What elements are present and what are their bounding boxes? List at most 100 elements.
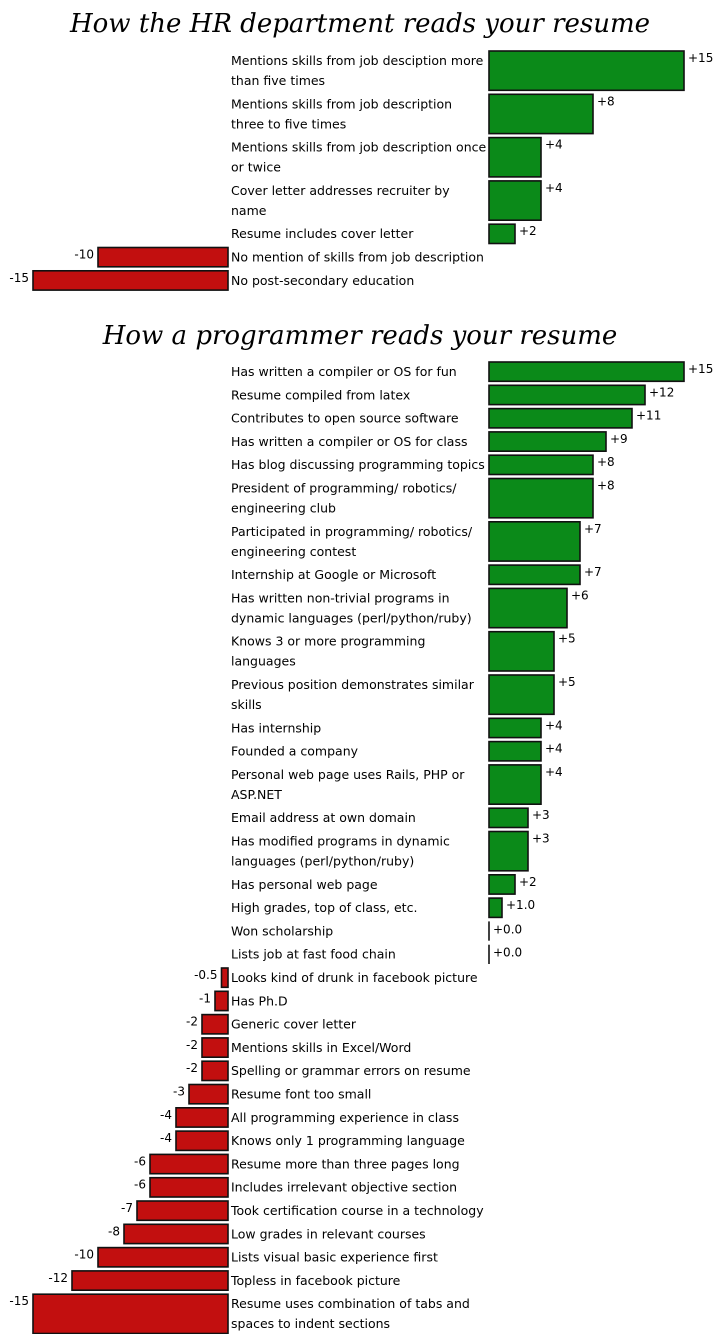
bar-negative bbox=[175, 1130, 229, 1152]
bar-positive bbox=[488, 454, 594, 476]
bar-positive bbox=[488, 50, 685, 92]
bar-positive bbox=[488, 223, 516, 245]
category-label: Resume compiled from latex bbox=[231, 387, 410, 402]
value-label: -4 bbox=[160, 1131, 172, 1145]
hr-chart-title: How the HR department reads your resume bbox=[69, 9, 650, 39]
value-label: -15 bbox=[9, 1294, 29, 1308]
category-label: Resume includes cover letter bbox=[231, 226, 414, 241]
category-label: Participated in programming/ robotics/en… bbox=[231, 524, 473, 559]
programmer-chart: Has written a compiler or OS for fun +15 R… bbox=[9, 361, 713, 1334]
value-label: +4 bbox=[545, 138, 563, 152]
category-label: Took certification course in a technolog… bbox=[230, 1203, 484, 1218]
bar-positive bbox=[488, 564, 581, 586]
bar-positive bbox=[488, 717, 542, 739]
value-label: +2 bbox=[519, 875, 537, 889]
value-label: +5 bbox=[558, 632, 576, 646]
category-label: Cover letter addresses recruiter by name bbox=[231, 183, 450, 218]
value-label: +3 bbox=[532, 808, 550, 822]
category-label: Lists job at fast food chain bbox=[231, 947, 396, 962]
category-label: Has modified programs in dynamic language… bbox=[231, 834, 450, 869]
category-label: Contributes to open source software bbox=[231, 411, 459, 426]
bar-negative bbox=[123, 1223, 229, 1245]
value-label: +11 bbox=[636, 409, 661, 423]
bar-positive bbox=[488, 740, 542, 762]
value-label: -2 bbox=[186, 1038, 198, 1052]
bar-positive bbox=[488, 136, 542, 178]
bar-negative bbox=[71, 1270, 229, 1292]
category-label: Mentions skills from job description thre… bbox=[231, 96, 452, 131]
value-label: +4 bbox=[545, 742, 563, 756]
bar-negative bbox=[175, 1107, 229, 1128]
bar-positive bbox=[488, 830, 529, 872]
value-label: +0.0 bbox=[493, 946, 522, 960]
bar-positive bbox=[488, 873, 516, 895]
value-label: -0.5 bbox=[194, 968, 217, 982]
bar-positive bbox=[488, 180, 542, 221]
bar-positive bbox=[488, 807, 529, 829]
bar-negative bbox=[188, 1083, 229, 1105]
bar-positive bbox=[488, 477, 594, 519]
bar-negative bbox=[201, 1060, 229, 1082]
category-label: Knows only 1 programming language bbox=[231, 1133, 465, 1148]
value-label: +9 bbox=[610, 432, 628, 446]
value-label: +15 bbox=[688, 362, 713, 376]
value-label: -2 bbox=[186, 1015, 198, 1029]
category-label: Spelling or grammar errors on resume bbox=[231, 1063, 471, 1078]
category-label: Email address at own domain bbox=[231, 810, 416, 825]
value-label: -1 bbox=[199, 991, 211, 1005]
value-label: +3 bbox=[532, 832, 550, 846]
value-label: +6 bbox=[571, 588, 589, 602]
category-label: Internship at Google or Microsoft bbox=[231, 567, 436, 582]
value-label: -15 bbox=[9, 271, 29, 285]
category-label: Has blog discussing programming topics bbox=[231, 457, 485, 472]
value-label: +8 bbox=[597, 455, 615, 469]
value-label: +8 bbox=[597, 94, 615, 108]
value-label: -3 bbox=[173, 1085, 185, 1099]
category-label: Has written a compiler or OS for fun bbox=[231, 364, 457, 379]
bar-positive bbox=[488, 630, 555, 672]
value-label: +12 bbox=[649, 385, 674, 399]
category-label: Founded a company bbox=[231, 744, 359, 759]
value-label: -8 bbox=[108, 1224, 120, 1238]
category-label: Includes irrelevant objective section bbox=[231, 1180, 457, 1195]
value-label: +15 bbox=[688, 51, 713, 65]
category-label: No post-secondary education bbox=[231, 273, 414, 288]
category-label: Knows 3 or more programming languages bbox=[231, 634, 425, 669]
bar-positive bbox=[488, 361, 685, 383]
value-label: +0.0 bbox=[493, 922, 522, 936]
value-label: +4 bbox=[545, 181, 563, 195]
category-label: Resume font too small bbox=[231, 1087, 371, 1102]
bar-negative bbox=[32, 269, 229, 291]
programmer-chart-title: How a programmer reads your resume bbox=[102, 321, 618, 351]
value-label: +1.0 bbox=[506, 898, 535, 912]
bar-negative bbox=[136, 1200, 229, 1222]
category-label: Resume uses combination of tabs and space… bbox=[231, 1296, 470, 1331]
category-label: Looks kind of drunk in facebook picture bbox=[231, 970, 478, 985]
bar-positive bbox=[488, 674, 555, 716]
category-label: President of programming/ robotics/engin… bbox=[231, 481, 457, 516]
value-label: -6 bbox=[134, 1154, 146, 1168]
bar-negative bbox=[149, 1176, 229, 1198]
bar-positive bbox=[488, 520, 581, 562]
bar-negative bbox=[97, 1246, 229, 1268]
category-label: Resume more than three pages long bbox=[231, 1156, 460, 1171]
bar-negative bbox=[149, 1153, 229, 1175]
value-label: +7 bbox=[584, 522, 602, 536]
category-label: Low grades in relevant courses bbox=[231, 1226, 426, 1241]
bar-negative bbox=[97, 246, 229, 268]
category-label: Has Ph.D bbox=[231, 993, 288, 1008]
category-label: High grades, top of class, etc. bbox=[231, 900, 417, 915]
bar-negative bbox=[201, 1037, 229, 1059]
category-label: Generic cover letter bbox=[231, 1017, 357, 1032]
value-label: +4 bbox=[545, 765, 563, 779]
value-label: -12 bbox=[48, 1271, 68, 1285]
category-label: No mention of skills from job descriptio… bbox=[231, 250, 484, 265]
value-label: -10 bbox=[74, 248, 94, 262]
value-label: +5 bbox=[558, 675, 576, 689]
bar-positive bbox=[488, 897, 503, 919]
category-label: Mentions skills in Excel/Word bbox=[231, 1040, 411, 1055]
category-label: Topless in facebook picture bbox=[230, 1273, 401, 1288]
category-label: All programming experience in class bbox=[231, 1110, 459, 1125]
value-label: -7 bbox=[121, 1201, 133, 1215]
value-label: -10 bbox=[74, 1248, 94, 1262]
